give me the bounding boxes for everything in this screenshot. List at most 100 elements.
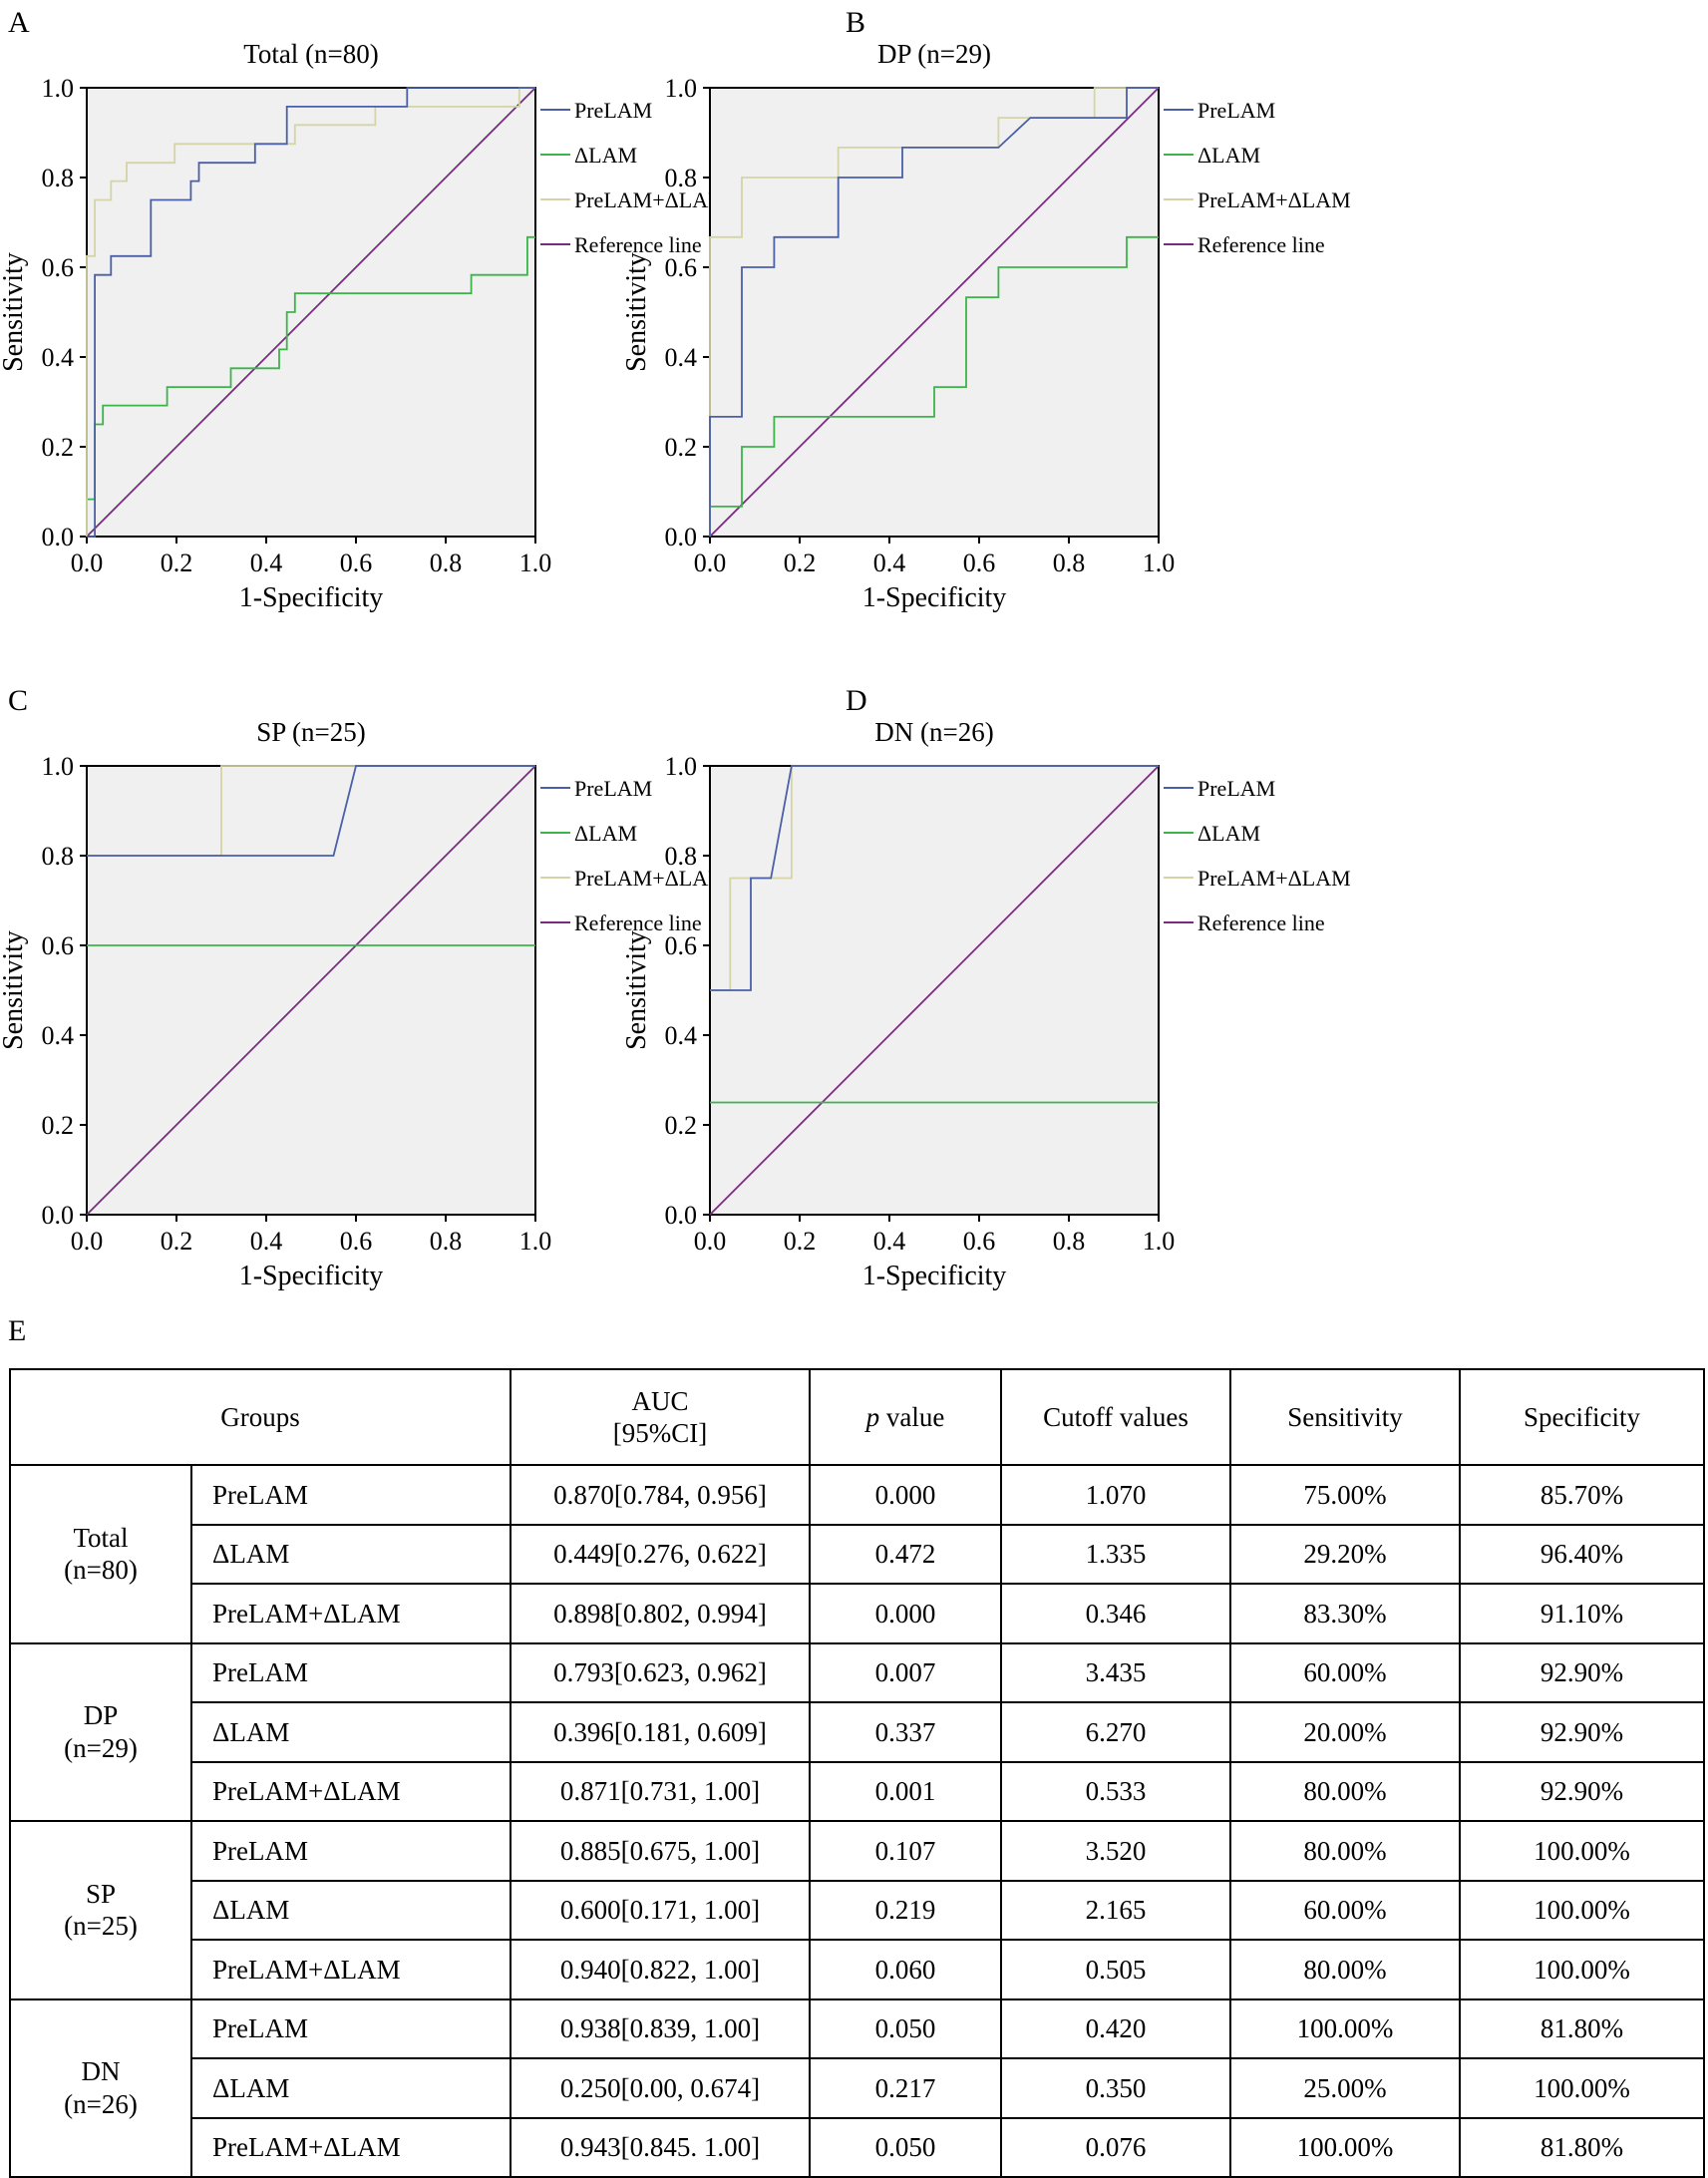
sensitivity-cell: 80.00% [1229, 1820, 1461, 1882]
group-n: (n=26) [64, 2088, 138, 2119]
x-axis-label: 1-Specificity [862, 582, 1007, 613]
p-value-cell: 0.000 [809, 1464, 1002, 1526]
auc-cell: 0.250[0.00, 0.674] [510, 2057, 811, 2119]
y-axis-label: Sensitivity [0, 930, 29, 1050]
table-row: SP (n=25) PreLAM 0.885[0.675, 1.00] 0.107 3.5… [9, 1820, 1705, 2000]
roc-curve-combined [709, 87, 1159, 537]
sensitivity-cell: 25.00% [1229, 2057, 1461, 2119]
table-row: PreLAM+ΔLAM 0.943[0.845. 1.00] 0.050 0.076 1… [10, 2116, 1705, 2178]
table-body: Total (n=80) PreLAM 0.870[0.784, 0.956] 0.00… [9, 1464, 1705, 2178]
cutoff-cell: 2.165 [1000, 1879, 1231, 1941]
table-row: DP (n=29) PreLAM 0.793[0.623, 0.962] 0.007 3.… [9, 1641, 1705, 1822]
roc-curve-prelam [709, 87, 1159, 537]
cutoff-cell: 0.420 [1000, 1997, 1231, 2059]
cutoff-cell: 6.270 [1000, 1701, 1231, 1763]
marker-cell: ΔLAM [190, 1879, 512, 1941]
roc-curve-dlam [86, 235, 535, 537]
group-name: DN [81, 2056, 121, 2087]
header-auc-line2: [95%CI] [612, 1418, 708, 1448]
x-axis-label: 1-Specificity [239, 582, 384, 613]
y-tick-label: 0.2 [42, 433, 75, 462]
y-tick-label: 0.2 [665, 433, 698, 462]
sensitivity-cell: 80.00% [1229, 1760, 1461, 1822]
specificity-cell: 100.00% [1459, 1820, 1705, 1882]
marker-cell: PreLAM+ΔLAM [190, 2116, 512, 2178]
table-header-row: Groups AUC [95%CI] p value Cutoff values… [9, 1368, 1705, 1466]
auc-cell: 0.870[0.784, 0.956] [510, 1464, 811, 1526]
header-p-letter: p [865, 1401, 880, 1432]
cutoff-cell: 1.070 [1000, 1464, 1231, 1526]
x-tick-label: 0.4 [873, 1227, 906, 1256]
panel-letter: D [846, 684, 867, 717]
y-tick-label: 0.8 [42, 842, 75, 871]
x-axis-label: 1-Specificity [239, 1261, 384, 1291]
y-axis-label: Sensitivity [0, 252, 29, 372]
sensitivity-cell: 29.20% [1229, 1523, 1461, 1585]
header-groups: Groups [9, 1368, 512, 1466]
specificity-cell: 81.80% [1459, 2116, 1705, 2178]
roc-curve-prelam [87, 765, 535, 857]
table-row: ΔLAM 0.600[0.171, 1.00] 0.219 2.165 60.00% 10… [10, 1879, 1705, 1941]
sensitivity-cell: 80.00% [1229, 1939, 1461, 2000]
sensitivity-cell: 75.00% [1229, 1464, 1461, 1526]
sensitivity-cell: 83.30% [1229, 1583, 1461, 1644]
sensitivity-cell: 100.00% [1229, 1997, 1461, 2059]
marker-cell: PreLAM [190, 1820, 512, 1882]
header-cutoff: Cutoff values [1000, 1368, 1231, 1466]
roc-curve-dlam [709, 235, 1159, 537]
y-tick-label: 0.4 [665, 1021, 698, 1050]
x-tick-label: 0.2 [161, 548, 193, 577]
chart-title: Total (n=80) [243, 39, 379, 69]
x-tick-label: 0.6 [963, 548, 996, 577]
table-row: PreLAM+ΔLAM 0.940[0.822, 1.00] 0.060 0.505 8… [10, 1939, 1705, 2000]
auc-cell: 0.449[0.276, 0.622] [510, 1523, 811, 1585]
marker-cell: PreLAM [190, 1997, 512, 2059]
panel-letter: A [8, 6, 30, 39]
chart-title: DN (n=26) [874, 717, 993, 747]
legend-label: PreLAM [574, 776, 652, 801]
y-tick-label: 0.4 [42, 343, 75, 372]
cutoff-cell: 3.520 [1000, 1820, 1231, 1882]
header-auc-line1: AUC [631, 1385, 689, 1416]
x-tick-label: 0.0 [694, 1227, 727, 1256]
roc-figure: A Total (n=80) 0.0 0.2 0.4 0.6 0.8 1.0 0.0 0.2 0.4… [0, 6, 1351, 1291]
p-value-cell: 0.337 [809, 1701, 1002, 1763]
x-tick-label: 0.0 [71, 1227, 104, 1256]
legend-label: PreLAM+ΔLAM [574, 866, 728, 891]
legend-label: ΔLAM [1197, 821, 1260, 846]
y-tick-label: 0.6 [665, 931, 698, 960]
marker-cell: PreLAM+ΔLAM [190, 1583, 512, 1644]
y-tick-label: 1.0 [665, 752, 698, 781]
auc-cell: 0.871[0.731, 1.00] [510, 1760, 811, 1822]
legend-label: PreLAM [1197, 776, 1275, 801]
x-tick-label: 0.6 [340, 1227, 373, 1256]
marker-cell: PreLAM+ΔLAM [190, 1939, 512, 2000]
marker-cell: PreLAM+ΔLAM [190, 1760, 512, 1822]
header-specificity: Specificity [1459, 1368, 1705, 1466]
y-tick-label: 0.0 [42, 523, 75, 551]
group-n: (n=80) [64, 1555, 138, 1586]
x-tick-label: 1.0 [1143, 548, 1176, 577]
specificity-cell: 92.90% [1459, 1701, 1705, 1763]
reference-line [86, 765, 536, 1216]
chart-title: SP (n=25) [256, 717, 366, 747]
y-tick-label: 0.4 [42, 1021, 75, 1050]
y-tick-label: 0.6 [42, 253, 75, 282]
legend-label: Reference line [1197, 910, 1325, 935]
y-tick-label: 0.0 [665, 523, 698, 551]
sensitivity-cell: 60.00% [1229, 1879, 1461, 1941]
y-tick-label: 1.0 [42, 74, 75, 103]
y-axis-label: Sensitivity [621, 930, 652, 1050]
panel-letter-e: E [8, 1314, 27, 1347]
table-row: DN (n=26) PreLAM 0.938[0.839, 1.00] 0.050 0.4… [9, 1997, 1705, 2178]
x-axis-label: 1-Specificity [862, 1261, 1007, 1291]
y-tick-label: 0.0 [665, 1201, 698, 1230]
roc-curve-combined [86, 87, 535, 537]
specificity-cell: 96.40% [1459, 1523, 1705, 1585]
p-value-cell: 0.472 [809, 1523, 1002, 1585]
x-tick-label: 0.4 [250, 1227, 283, 1256]
p-value-cell: 0.107 [809, 1820, 1002, 1882]
header-sensitivity: Sensitivity [1229, 1368, 1461, 1466]
specificity-cell: 92.90% [1459, 1641, 1705, 1703]
legend-label: PreLAM+ΔLAM [1197, 866, 1351, 891]
